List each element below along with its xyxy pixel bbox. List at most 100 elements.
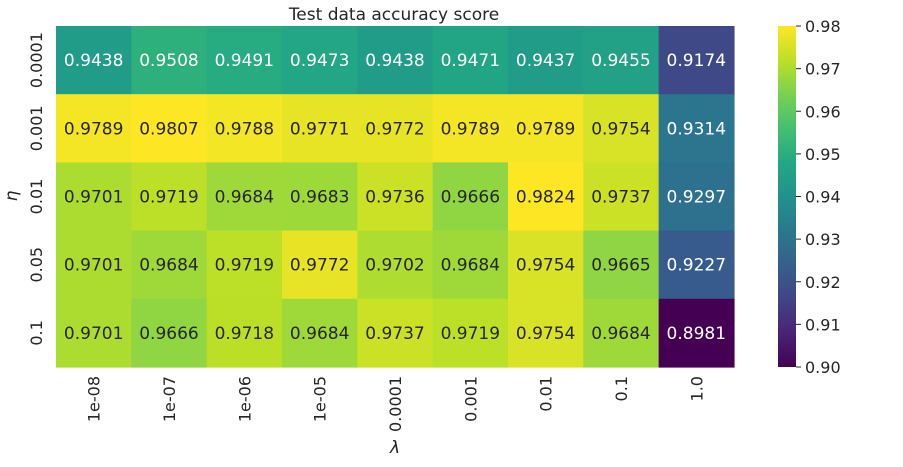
heatmap-cell <box>357 26 434 95</box>
colorbar-tick-label: 0.94 <box>805 188 841 207</box>
heatmap-cell <box>357 298 434 368</box>
cell-value-label: 0.9772 <box>365 119 424 139</box>
heatmap-cell <box>281 26 358 95</box>
cell-value-label: 0.9719 <box>215 256 274 276</box>
heatmap-cell <box>658 230 735 300</box>
x-tick-label: 1e-06 <box>235 376 254 422</box>
cell-value-label: 0.9702 <box>365 256 424 276</box>
cell-value-label: 0.9683 <box>290 188 349 208</box>
cell-value-label: 0.9701 <box>64 188 123 208</box>
colorbar-tick-label: 0.91 <box>805 315 841 334</box>
cell-value-label: 0.9771 <box>290 119 349 139</box>
heatmap-cell <box>131 230 208 300</box>
cell-value-label: 0.9788 <box>215 119 274 139</box>
heatmap-cell <box>206 162 283 232</box>
heatmap-cell <box>281 298 358 368</box>
y-tick-label: 0.05 <box>27 247 46 283</box>
cell-value-label: 0.9719 <box>139 188 198 208</box>
colorbar-tick-label: 0.97 <box>805 60 841 79</box>
heatmap-cell <box>357 230 434 300</box>
y-tick-labels: 0.0001 0.001 0.01 0.05 0.1 <box>27 32 46 346</box>
cell-value-label: 0.9772 <box>290 256 349 276</box>
cell-value-label: 0.9701 <box>64 256 123 276</box>
x-tick-label: 1e-07 <box>160 376 179 422</box>
heatmap-cell <box>56 162 132 232</box>
y-tick-label: 0.001 <box>27 105 46 151</box>
cell-value-label: 0.9737 <box>365 324 424 344</box>
x-tick-label: 1.0 <box>687 376 706 401</box>
colorbar-ticks: 0.90 0.91 0.92 0.93 0.94 0.95 0.96 0.97 0.98 <box>796 17 841 377</box>
colorbar-tick-label: 0.92 <box>805 273 841 292</box>
x-tick-label: 0.1 <box>612 376 631 401</box>
heatmap-cell <box>432 298 509 368</box>
y-axis-label: η <box>2 190 22 201</box>
cell-value-label: 0.9754 <box>591 119 650 139</box>
chart-title: Test data accuracy score <box>288 5 499 25</box>
x-tick-label: 1e-05 <box>311 376 330 422</box>
cell-value-label: 0.9508 <box>139 51 198 71</box>
x-tick-label: 0.01 <box>537 376 556 412</box>
cell-value-label: 0.9438 <box>64 51 123 71</box>
heatmap-cell <box>131 26 208 95</box>
cell-value-label: 0.9455 <box>591 51 650 71</box>
heatmap-cell <box>56 298 132 368</box>
colorbar-tick-label: 0.96 <box>805 102 841 121</box>
cell-value-label: 0.9227 <box>667 256 726 276</box>
colorbar-tick-label: 0.95 <box>805 145 841 164</box>
cell-value-label: 0.9471 <box>441 51 500 71</box>
y-tick-label: 0.01 <box>27 179 46 215</box>
cell-value-label: 0.9737 <box>591 188 650 208</box>
cell-value-label: 0.9297 <box>667 188 726 208</box>
heatmap-cell <box>583 94 660 163</box>
heatmap-cell <box>56 26 132 95</box>
cell-value-label: 0.9789 <box>516 119 575 139</box>
heatmap-cell <box>658 26 735 95</box>
cell-value-label: 0.9684 <box>139 256 198 276</box>
cell-value-label: 0.9789 <box>64 119 123 139</box>
heatmap-cell <box>206 298 283 368</box>
heatmap-cells: 0.9438 0.9508 0.9491 0.9473 0.9438 0.9471 0.94… <box>56 26 735 368</box>
y-tick-label: 0.1 <box>27 320 46 345</box>
heatmap-cell <box>658 94 735 163</box>
colorbar-tick-label: 0.93 <box>805 230 841 249</box>
heatmap-cell <box>357 162 434 232</box>
heatmap-cell <box>507 298 584 368</box>
cell-value-label: 0.9473 <box>290 51 349 71</box>
heatmap-cell <box>281 230 358 300</box>
heatmap-cell <box>281 94 358 163</box>
heatmap-cell <box>507 26 584 95</box>
cell-value-label: 0.9718 <box>215 324 274 344</box>
cell-value-label: 0.9437 <box>516 51 575 71</box>
heatmap-cell <box>658 298 735 368</box>
heatmap-cell <box>56 230 132 300</box>
heatmap-cell <box>432 94 509 163</box>
cell-value-label: 0.9754 <box>516 256 575 276</box>
heatmap-cell <box>206 26 283 95</box>
heatmap-cell <box>432 26 509 95</box>
heatmap-cell <box>206 230 283 300</box>
cell-value-label: 0.9665 <box>591 256 650 276</box>
colorbar <box>778 26 796 367</box>
heatmap-cell <box>206 94 283 163</box>
heatmap-cell <box>131 162 208 232</box>
cell-value-label: 0.9736 <box>365 188 424 208</box>
cell-value-label: 0.9789 <box>441 119 500 139</box>
cell-value-label: 0.9666 <box>139 324 198 344</box>
cell-value-label: 0.9684 <box>441 256 500 276</box>
cell-value-label: 0.9684 <box>290 324 349 344</box>
x-tick-label: 1e-08 <box>85 376 104 422</box>
y-tick-label: 0.0001 <box>27 32 46 88</box>
cell-value-label: 0.9719 <box>441 324 500 344</box>
x-tick-label: 0.0001 <box>386 376 405 432</box>
heatmap-cell <box>583 162 660 232</box>
cell-value-label: 0.9174 <box>667 51 726 71</box>
cell-value-label: 0.9754 <box>516 324 575 344</box>
cell-value-label: 0.9438 <box>365 51 424 71</box>
heatmap-cell <box>658 162 735 232</box>
colorbar-tick-label: 0.98 <box>805 17 841 36</box>
heatmap-cell <box>583 26 660 95</box>
heatmap-cell <box>507 94 584 163</box>
heatmap-cell <box>432 230 509 300</box>
heatmap-cell <box>357 94 434 163</box>
